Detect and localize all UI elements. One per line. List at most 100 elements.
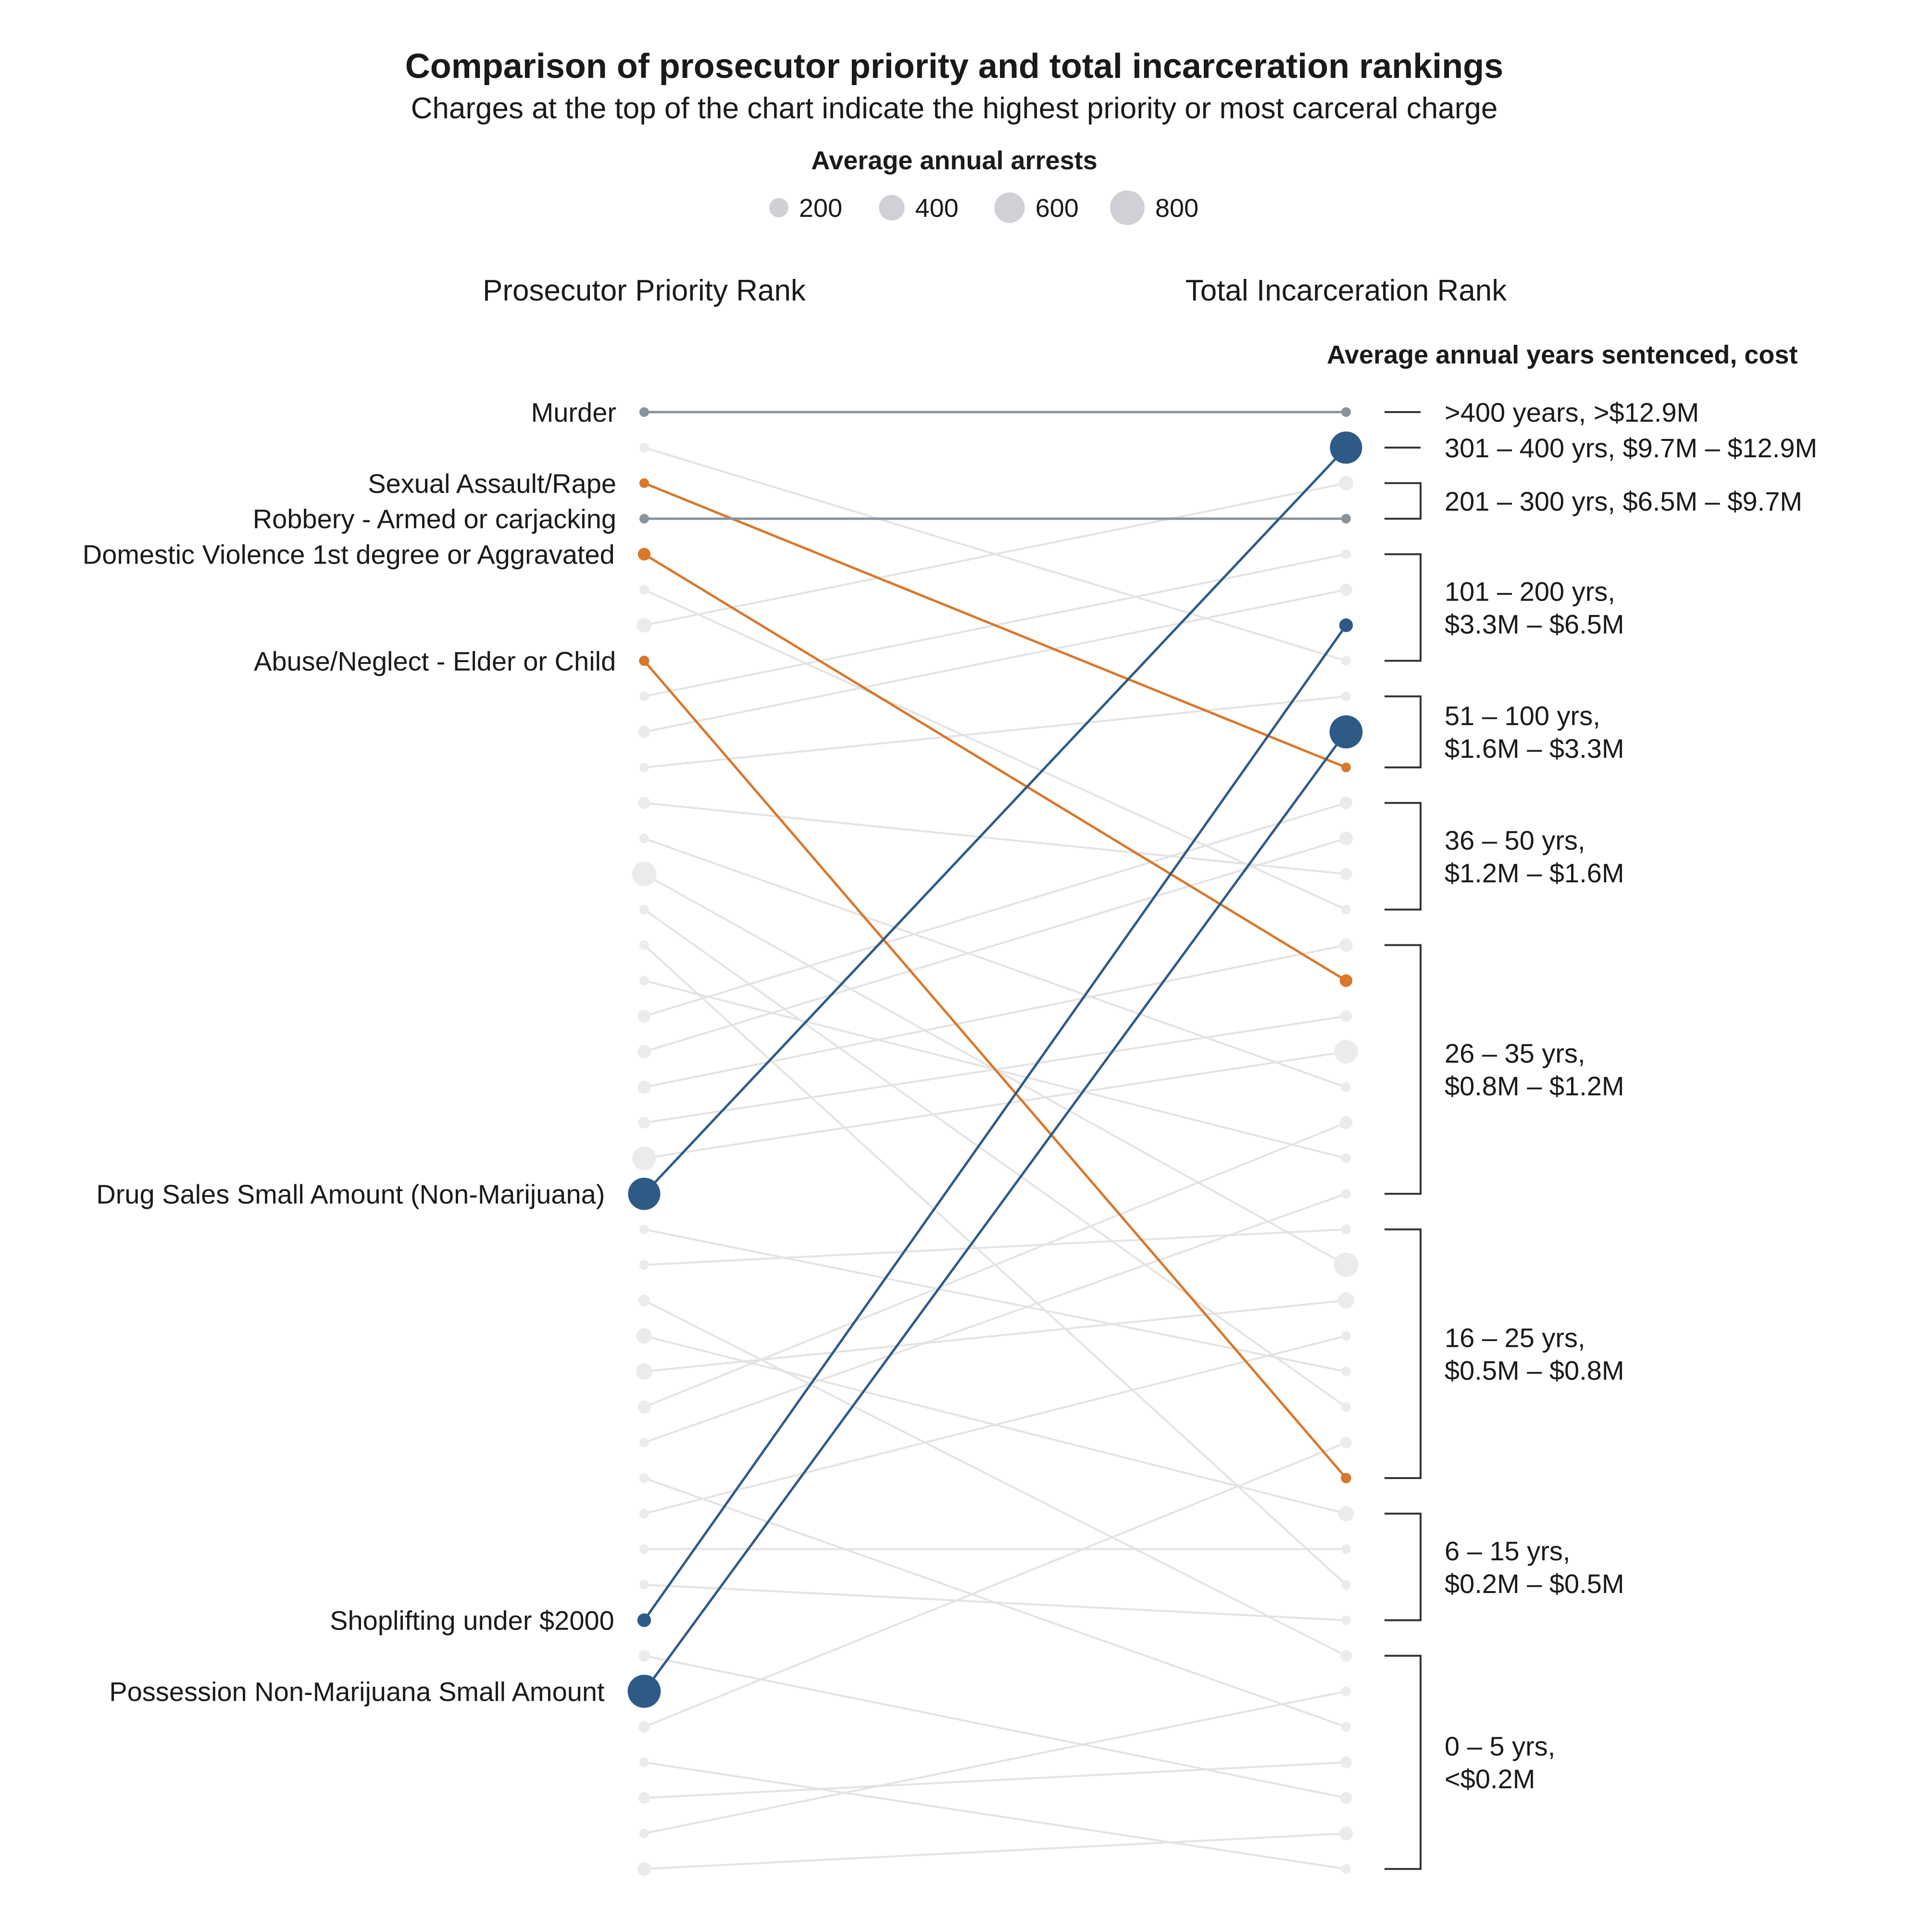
highlight-line-4 (643, 553, 1347, 982)
left-axis-label: Prosecutor Priority Rank (483, 274, 806, 307)
highlight-dot-left-7 (637, 1613, 651, 1627)
highlight-dot-left-1 (639, 407, 649, 417)
background-dot-left-32 (638, 1792, 650, 1804)
background-dot-right-16 (1340, 1010, 1352, 1022)
bracket-label-7-1: 26 – 35 yrs, (1445, 1038, 1585, 1068)
background-dot-right-14 (1339, 831, 1353, 846)
background-line-26 (644, 1335, 1347, 1515)
right-axis-label: Total Incarceration Rank (1185, 274, 1508, 307)
background-dot-left-20 (638, 1294, 650, 1306)
bracket-label-6-2: $1.2M – $1.6M (1445, 858, 1624, 888)
background-dot-left-30 (638, 1721, 650, 1733)
background-dot-left-14 (637, 1044, 651, 1059)
highlight-line-6 (643, 447, 1347, 1195)
highlight-dot-left-5 (639, 655, 649, 666)
background-dot-left-9 (632, 862, 657, 887)
background-dot-right-6 (1341, 691, 1351, 702)
highlight-dot-left-6 (628, 1178, 661, 1210)
background-line-18 (644, 1228, 1347, 1373)
highlight-dot-right-4 (1339, 974, 1353, 987)
background-dot-right-1 (1341, 656, 1351, 666)
bracket-label-7-2: $0.8M – $1.2M (1445, 1071, 1624, 1101)
bracket-label-9-2: $0.2M – $0.5M (1445, 1568, 1624, 1599)
bracket-label-2-1: 301 – 400 yrs, $9.7M – $12.9M (1445, 433, 1817, 463)
legend-label-200: 200 (799, 194, 842, 223)
background-line-7 (644, 802, 1347, 875)
highlight-line-8 (643, 731, 1348, 1692)
background-line-5 (644, 589, 1347, 733)
highlight-dot-left-2 (639, 478, 649, 488)
legend-title: Average annual arrests (811, 146, 1097, 175)
background-dot-right-19 (1341, 1224, 1351, 1234)
background-dot-left-12 (639, 976, 649, 986)
background-dot-left-25 (639, 1473, 649, 1483)
background-line-15 (644, 944, 1347, 1089)
chart-subtitle: Charges at the top of the chart indicate… (411, 92, 1498, 125)
bracket-label-3-1: 201 – 300 yrs, $6.5M – $9.7M (1445, 486, 1802, 516)
background-dot-right-20 (1340, 1650, 1352, 1662)
legend-label-400: 400 (915, 194, 959, 223)
legend-circle-400 (879, 195, 905, 221)
highlight-dot-right-7 (1339, 618, 1353, 632)
highlight-dot-right-6 (1330, 431, 1362, 464)
bracket-title: Average annual years sentenced, cost (1327, 340, 1797, 369)
bracket-label-6-1: 36 – 50 yrs, (1445, 825, 1585, 855)
bracket-label-8-1: 16 – 25 yrs, (1445, 1322, 1585, 1353)
highlight-dot-right-1 (1341, 407, 1351, 417)
charge-label-7: Shoplifting under $2000 (330, 1606, 614, 1636)
background-dot-right-4 (1341, 549, 1351, 559)
highlight-line-2 (644, 482, 1347, 769)
background-line-32 (644, 1761, 1347, 1799)
sentence-brackets: >400 years, >$12.9M 301 – 400 yrs, $9.7M … (1385, 397, 1817, 1870)
bracket-3 (1385, 482, 1422, 520)
charge-label-1: Murder (531, 397, 616, 427)
bracket-label-1-1: >400 years, >$12.9M (1445, 397, 1699, 427)
legend-circle-600 (994, 192, 1025, 223)
background-dot-right-7 (1340, 868, 1352, 880)
highlight-dot-right-5 (1341, 1473, 1351, 1483)
highlight-dot-left-3 (639, 514, 649, 524)
rank-dots (627, 407, 1363, 1876)
background-dot-right-9 (1334, 1253, 1359, 1278)
background-dot-left-1 (639, 442, 649, 452)
highlight-line-5 (643, 660, 1347, 1479)
background-line-33 (644, 1690, 1347, 1834)
background-line-22 (644, 1299, 1347, 1373)
bracket-4 (1385, 553, 1422, 662)
background-dot-left-5 (638, 726, 650, 738)
background-dot-right-32 (1340, 1756, 1352, 1769)
background-dot-right-31 (1341, 1864, 1351, 1874)
bracket-label-8-2: $0.5M – $0.8M (1445, 1355, 1624, 1385)
background-dot-right-8 (1341, 1082, 1351, 1092)
background-dot-left-4 (639, 691, 649, 702)
background-dot-right-18 (1341, 1367, 1351, 1377)
background-line-34 (644, 1832, 1347, 1870)
background-dot-right-11 (1341, 1580, 1351, 1590)
bracket-5 (1385, 695, 1422, 768)
highlight-dot-right-2 (1341, 763, 1351, 772)
background-dot-right-12 (1341, 1153, 1351, 1163)
background-dot-left-34 (637, 1862, 651, 1876)
highlight-line-7 (643, 624, 1348, 1621)
background-line-17 (644, 1051, 1347, 1159)
background-dot-right-23 (1339, 1116, 1353, 1129)
background-line-3 (644, 482, 1347, 627)
background-dot-right-33 (1341, 1686, 1351, 1696)
legend-label-800: 800 (1155, 194, 1198, 223)
background-dot-right-30 (1340, 1437, 1352, 1449)
background-dot-left-26 (639, 1508, 649, 1518)
charge-label-5: Abuse/Neglect - Elder or Child (254, 646, 616, 676)
background-dot-left-8 (639, 833, 649, 843)
background-dot-left-31 (639, 1757, 649, 1768)
bracket-label-10-2: <$0.2M (1445, 1764, 1535, 1794)
background-dot-left-11 (639, 940, 649, 950)
legend-label-600: 600 (1036, 194, 1079, 223)
bracket-10 (1385, 1655, 1422, 1870)
background-dot-left-21 (636, 1328, 652, 1344)
bracket-label-5-1: 51 – 100 yrs, (1445, 701, 1600, 731)
background-dot-left-22 (636, 1363, 652, 1380)
background-dot-left-10 (639, 904, 649, 915)
bracket-label-9-1: 6 – 15 yrs, (1445, 1536, 1570, 1566)
background-dot-left-16 (638, 1117, 650, 1129)
background-dot-left-3 (636, 618, 652, 633)
